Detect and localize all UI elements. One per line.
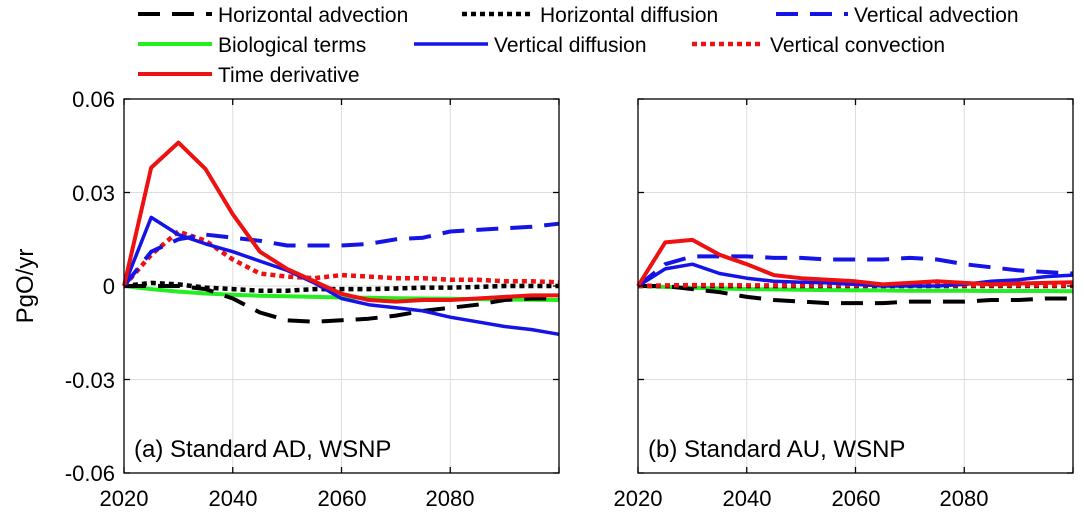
- legend-label-vcon: Vertical convection: [770, 34, 945, 57]
- panel-b-ticks: [637, 98, 1074, 474]
- series-line-vcon: [122, 229, 560, 288]
- panel-a-label: (a) Standard AD, WSNP: [134, 436, 391, 463]
- series-line-dt: [122, 140, 559, 304]
- x-tick-label: 2020: [614, 486, 663, 511]
- legend-label-dt: Time derivative: [218, 64, 360, 87]
- y-tick-label: 0: [103, 274, 115, 299]
- y-tick-label: -0.03: [65, 368, 115, 393]
- x-tick-label: 2080: [940, 486, 989, 511]
- x-tick-label: 2060: [318, 486, 367, 511]
- y-tick-label: -0.06: [65, 461, 115, 486]
- panel-a: 0.06 0.03 0 -0.03 -0.06 2020 2040 2060 2…: [65, 87, 560, 511]
- legend-entry-dt: Time derivative: [138, 64, 360, 87]
- legend-label-hadv: Horizontal advection: [218, 4, 408, 27]
- legend-label-vdif: Vertical diffusion: [494, 34, 647, 57]
- x-tick-label: 2080: [426, 486, 475, 511]
- panel-b: 2020 2040 2060 2080 (b) Standard AU, WSN…: [614, 98, 1074, 511]
- legend-label-hdif: Horizontal diffusion: [540, 4, 718, 27]
- series-line-vadv: [122, 221, 560, 288]
- panel-a-series: [122, 140, 560, 337]
- x-tick-label: 2020: [100, 486, 149, 511]
- series-line-vdif: [637, 262, 1074, 288]
- legend-entry-hadv: Horizontal advection: [138, 4, 408, 27]
- y-tick-label: 0.03: [72, 181, 115, 206]
- x-tick-label: 2060: [832, 486, 881, 511]
- legend-label-vadv: Vertical advection: [854, 4, 1019, 27]
- panel-a-x-tick-labels: 2020 2040 2060 2080: [100, 486, 475, 511]
- legend-entry-hdif: Horizontal diffusion: [462, 4, 718, 27]
- legend-entry-vcon: Vertical convection: [692, 34, 945, 57]
- legend-entry-vadv: Vertical advection: [776, 4, 1019, 27]
- panel-b-x-tick-labels: 2020 2040 2060 2080: [614, 486, 989, 511]
- series-line-bio: [637, 284, 1074, 294]
- panel-a-ticks: [123, 98, 560, 474]
- panel-b-label: (b) Standard AU, WSNP: [648, 436, 905, 463]
- y-axis-title: PgO/yr: [12, 249, 39, 324]
- series-line-vadv: [636, 254, 1074, 288]
- legend-entry-bio: Biological terms: [138, 34, 366, 57]
- series-line-vdif: [122, 215, 560, 337]
- series-line-hdif: [123, 280, 559, 293]
- legend-label-bio: Biological terms: [218, 34, 366, 57]
- x-tick-label: 2040: [723, 486, 772, 511]
- x-tick-label: 2040: [209, 486, 258, 511]
- legend: Horizontal advection Horizontal diffusio…: [138, 4, 1019, 87]
- series-line-dt: [636, 237, 1074, 288]
- panel-a-y-tick-labels: 0.06 0.03 0 -0.03 -0.06: [65, 87, 115, 486]
- legend-entry-vdif: Vertical diffusion: [414, 34, 647, 57]
- series-line-hadv: [638, 284, 1073, 306]
- y-tick-label: 0.06: [72, 87, 115, 112]
- panel-b-series: [636, 237, 1074, 306]
